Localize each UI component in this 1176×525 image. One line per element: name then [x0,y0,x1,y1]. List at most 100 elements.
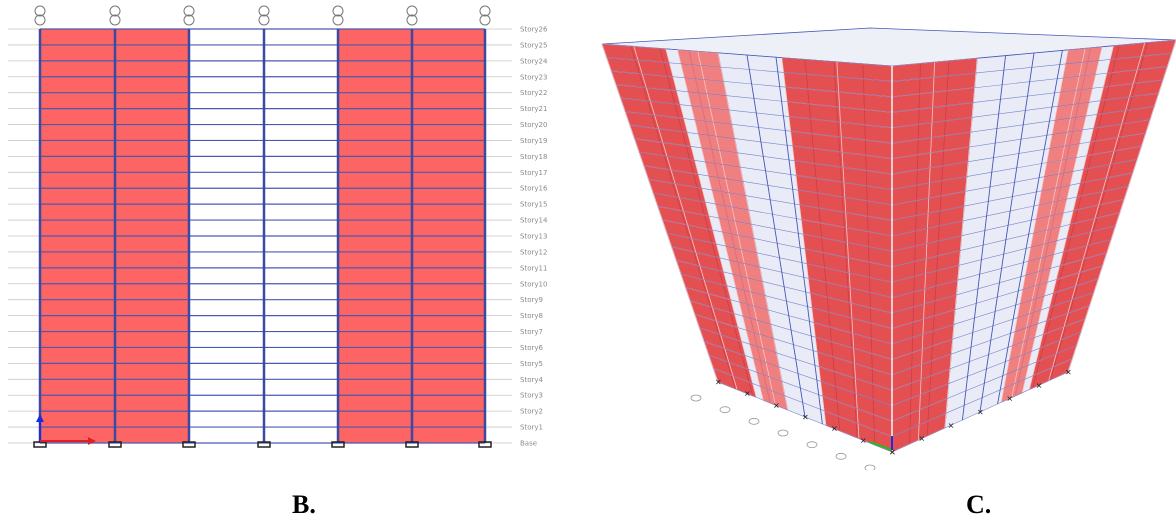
base-supports [33,441,492,448]
grid-bubble-icon [406,14,418,26]
elevation-view: Base Story1 Story2 Story3 Story4 Story5 Story6… [8,5,548,448]
wall-vertical-line [697,51,776,406]
floor-edge [891,66,1168,98]
story-label-6: Story6 [520,344,543,352]
support-icon [478,441,492,448]
support-icon: ✕ [831,425,838,434]
grid-bubble-icon [690,394,702,402]
floor-edge [639,151,893,190]
story-label-4: Story4 [520,376,543,384]
wall-vertical-line [1067,39,1176,373]
shear-wall-core-right [892,58,978,452]
support-icon: ✕ [715,378,722,387]
story-label-26: Story26 [520,26,548,34]
support-icon: ✕ [860,436,867,445]
wall-vertical-line [1011,48,1086,398]
wall-vertical-line [633,46,738,390]
floor-edge [891,159,1138,206]
grid-bubble-icon [332,5,344,17]
floor-edge [891,371,1069,453]
floor-edge [615,84,893,113]
floor-edge [891,331,1082,406]
support-icon: ✕ [948,421,955,430]
frame-column [979,52,1035,413]
floor-edge [891,79,1164,113]
wall-vertical-line [781,57,827,426]
support-icon [33,441,47,448]
story-label-18: Story18 [520,153,547,161]
floor-edge [891,132,1146,175]
grid-bubble-icon [109,14,121,26]
story-label-21: Story21 [520,105,547,113]
floor-edge [891,252,1107,314]
grid-bubble-icon [719,406,731,414]
story-label-10: Story10 [520,280,547,288]
floor-edge [680,273,893,329]
support-icon [331,441,345,448]
floor-edge [891,145,1142,190]
floor-edge [717,381,893,453]
support-icon: ✕ [1006,395,1013,404]
support-icon: ✕ [1036,381,1043,390]
floor-edge [657,205,893,252]
wall-vertical-line [1000,49,1069,403]
wall-vertical-line [717,52,788,411]
floor-edge [891,212,1120,268]
floor-edge [652,192,893,237]
wall-vertical-line [677,49,764,401]
floor-edge [625,111,893,144]
base-supports-3d: ✕✕✕✕✕✕✕✕✕✕✕✕✕✕ [690,368,1072,470]
floor-edge [891,292,1095,360]
story-labels: Base Story1 Story2 Story3 Story4 Story5 Story6… [520,26,548,448]
wall-vertical-line [918,62,935,441]
caption-b: B. [292,490,316,519]
floor-edge [676,260,893,314]
grid-bubble-icon [183,5,195,17]
story-label-12: Story12 [520,248,547,256]
support-icon: ✕ [918,435,925,444]
grid-bubble-icon [332,14,344,26]
floor-edge [891,345,1077,422]
floor-edge [666,232,893,283]
support-icon [405,441,419,448]
support-icon [108,441,122,448]
grid-bubble-icon [406,5,418,17]
floor-edge [611,70,893,98]
floor-edge [891,278,1099,345]
support-icon [257,441,271,448]
frame-column [961,55,1007,421]
story-label-11: Story11 [520,264,547,272]
floor-edge [629,124,893,159]
floor-edge [634,138,893,175]
story-label-24: Story24 [520,57,548,65]
support-icon: ✕ [977,408,984,417]
support-icon: ✕ [889,448,896,457]
floor-edge [891,318,1086,391]
floor-edge [891,92,1159,129]
caption-c: C. [966,490,992,519]
support-icon: ✕ [1065,368,1072,377]
front-frame [601,39,1176,453]
story-label-23: Story23 [520,73,547,81]
story-label-14: Story14 [520,217,548,225]
support-icon: ✕ [773,401,780,410]
support-icon: ✕ [802,413,809,422]
story-label-25: Story25 [520,41,547,49]
floor-edge [891,106,1155,144]
story-label-16: Story16 [520,185,548,193]
isometric-view: ✕✕✕✕✕✕✕✕✕✕✕✕✕✕ [601,27,1176,470]
story-label-5: Story5 [520,360,543,368]
elevation-columns [38,29,487,443]
wall-vertical-line [1048,42,1146,381]
story-label-2: Story2 [520,408,543,416]
floor-edge [713,368,893,437]
story-label-7: Story7 [520,328,543,336]
wall-vertical-line [1028,45,1114,390]
grid-bubble-icon [777,429,789,437]
story-label-1: Story1 [520,424,543,432]
floor-edge [708,354,893,422]
grid-bubble-icon [183,14,195,26]
story-label-0: Base [520,440,537,448]
grid-bubble-icon [34,14,46,26]
story-label-13: Story13 [520,233,547,241]
